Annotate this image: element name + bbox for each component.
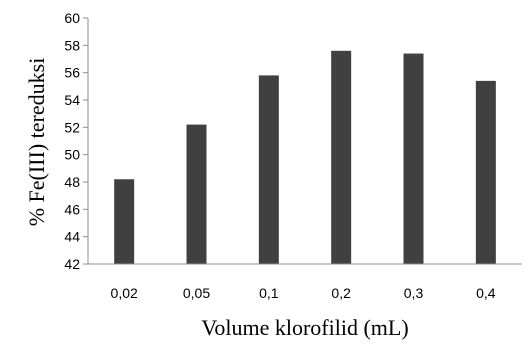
x-tick-label: 0,1 [259,285,279,301]
y-tick-label: 44 [64,229,80,245]
bars [114,50,496,265]
y-tick-label: 48 [64,174,80,190]
y-tick-label: 50 [64,147,80,163]
x-tick-label: 0,4 [476,285,496,301]
y-tick-label: 58 [64,37,80,53]
y-tick-label: 60 [64,10,80,26]
x-axis-tick-labels: 0,02 0,05 0,1 0,2 0,3 0,4 [111,285,496,301]
bar [114,179,135,264]
y-axis-ticks: 42 44 46 48 50 52 54 56 58 60 [64,10,88,272]
y-tick-label: 42 [64,256,80,272]
y-tick-label: 54 [64,92,80,108]
bar [403,53,424,265]
y-tick-label: 56 [64,65,80,81]
bar [331,50,352,264]
x-axis-title: Volume klorofilid (mL) [201,315,408,340]
bar [475,80,496,264]
x-tick-label: 0,02 [111,285,138,301]
x-tick-label: 0,3 [404,285,424,301]
bar [186,124,207,264]
y-tick-label: 52 [64,119,80,135]
y-tick-label: 46 [64,201,80,217]
y-axis-title: % Fe(III) tereduksi [24,58,49,227]
x-tick-label: 0,2 [331,285,351,301]
bar [258,75,279,265]
x-tick-label: 0,05 [183,285,210,301]
